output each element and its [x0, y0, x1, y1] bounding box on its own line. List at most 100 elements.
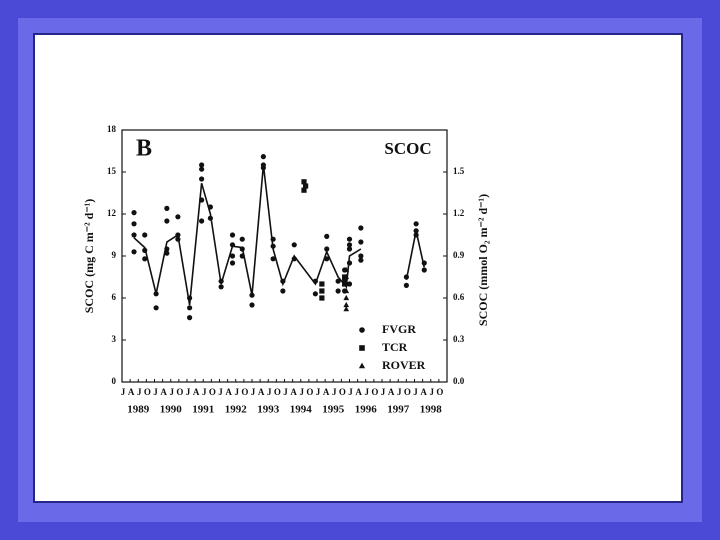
point — [142, 232, 148, 238]
point — [199, 218, 205, 224]
point — [403, 282, 409, 288]
point — [319, 295, 325, 301]
year-label: 1996 — [355, 404, 378, 416]
year-label: 1993 — [257, 404, 280, 416]
point — [301, 187, 307, 193]
slide-frame — [18, 18, 702, 522]
point — [187, 295, 193, 301]
point — [131, 221, 137, 227]
point — [229, 232, 236, 238]
point — [335, 278, 341, 284]
point — [164, 250, 170, 256]
point — [413, 221, 419, 227]
x-tick-label: A — [193, 387, 200, 397]
point — [319, 288, 325, 294]
point — [270, 236, 276, 242]
point — [319, 281, 325, 287]
legend-label: ROVER — [382, 358, 426, 372]
y-tick-label: 0 — [112, 376, 117, 386]
x-tick-label: A — [388, 387, 395, 397]
point — [413, 232, 419, 238]
point — [175, 236, 181, 242]
x-tick-label: J — [170, 387, 175, 397]
x-tick-label: J — [348, 387, 353, 397]
point — [142, 256, 148, 262]
point — [280, 278, 286, 284]
point — [187, 305, 193, 311]
point — [280, 288, 286, 294]
point — [260, 154, 266, 160]
x-tick-label: J — [251, 387, 256, 397]
x-tick-label: O — [241, 387, 248, 397]
x-tick-label: J — [218, 387, 223, 397]
legend-label: TCR — [382, 340, 408, 354]
point — [218, 284, 224, 290]
point — [346, 242, 353, 248]
x-tick-label: J — [381, 387, 386, 397]
point — [343, 287, 350, 294]
point — [239, 236, 245, 242]
y-tick-label: 15 — [107, 166, 117, 176]
y-tick-label: 6 — [112, 292, 117, 302]
x-tick-label: J — [316, 387, 321, 397]
y2-tick-label: 1.5 — [453, 166, 465, 176]
point — [291, 242, 297, 248]
y-tick-label: 9 — [112, 250, 117, 260]
x-tick-label: A — [128, 387, 135, 397]
point — [270, 256, 276, 262]
point — [249, 292, 255, 298]
x-tick-label: J — [137, 387, 142, 397]
point — [343, 280, 350, 287]
x-tick-label: O — [176, 387, 183, 397]
panel-label: B — [136, 136, 152, 162]
point — [301, 179, 307, 185]
year-label: 1989 — [127, 404, 150, 416]
year-label: 1992 — [225, 404, 248, 416]
x-tick-label: J — [397, 387, 402, 397]
point — [324, 256, 330, 262]
x-tick-label: O — [404, 387, 411, 397]
x-tick-label: O — [371, 387, 378, 397]
x-tick-label: A — [355, 387, 362, 397]
y-tick-label: 3 — [112, 334, 117, 344]
point — [312, 278, 318, 284]
point — [270, 243, 276, 249]
x-tick-label: O — [209, 387, 216, 397]
x-tick-label: J — [235, 387, 240, 397]
x-tick-label: J — [267, 387, 272, 397]
x-tick-label: A — [290, 387, 297, 397]
point — [260, 165, 266, 171]
point — [358, 253, 364, 259]
point — [175, 214, 181, 220]
point — [207, 204, 213, 210]
point — [199, 162, 205, 168]
x-tick-label: A — [258, 387, 265, 397]
year-label: 1990 — [160, 404, 183, 416]
year-label: 1995 — [322, 404, 345, 416]
point — [153, 305, 159, 311]
x-tick-label: O — [306, 387, 313, 397]
year-label: 1994 — [290, 404, 313, 416]
y2-tick-label: 0.3 — [453, 334, 465, 344]
point — [421, 267, 427, 273]
point — [187, 315, 193, 321]
point — [142, 247, 148, 253]
x-tick-label: O — [339, 387, 346, 397]
x-tick-label: A — [323, 387, 330, 397]
point — [153, 291, 159, 297]
point — [131, 249, 137, 255]
x-tick-label: J — [300, 387, 305, 397]
chart-title: SCOC — [384, 139, 431, 158]
y2-axis-label: SCOC (mmol O₂ m⁻² d⁻¹) — [476, 194, 490, 326]
x-tick-label: J — [186, 387, 191, 397]
point — [343, 273, 350, 280]
point — [229, 253, 236, 259]
point — [335, 288, 341, 294]
point — [343, 266, 350, 273]
y2-tick-label: 0.9 — [453, 250, 465, 260]
point — [131, 210, 137, 216]
point — [249, 302, 255, 308]
point — [164, 246, 170, 252]
